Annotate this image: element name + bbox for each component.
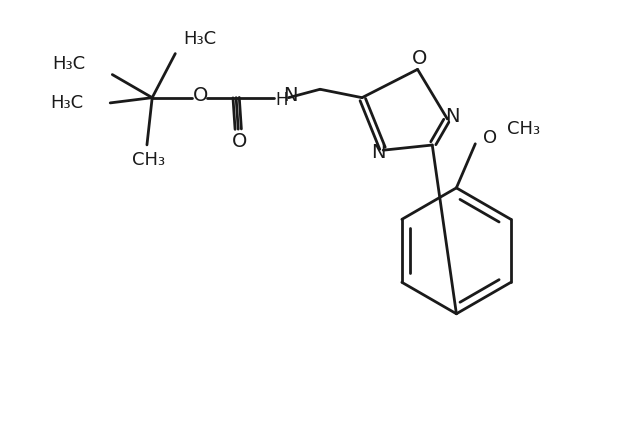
Text: N: N (371, 143, 385, 162)
Text: CH₃: CH₃ (507, 120, 540, 138)
Text: O: O (483, 128, 497, 147)
Text: H: H (275, 91, 287, 109)
Text: N: N (445, 107, 460, 126)
Text: O: O (232, 132, 247, 151)
Text: H₃C: H₃C (184, 30, 217, 48)
Text: H₃C: H₃C (50, 94, 83, 112)
Text: O: O (193, 86, 208, 105)
Text: N: N (284, 86, 298, 105)
Text: H₃C: H₃C (52, 55, 85, 73)
Text: CH₃: CH₃ (132, 151, 166, 169)
Text: O: O (412, 49, 428, 68)
